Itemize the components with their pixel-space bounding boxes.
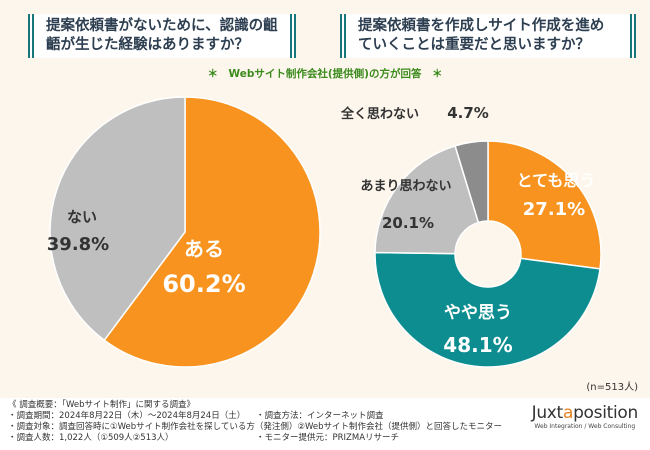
slice-label: あまり思わない — [360, 179, 451, 194]
slice-value: 39.8% — [47, 234, 109, 255]
survey-footer: 《 調査概要：「Webサイト制作」に関する調査》 ・調査期間：2024年8月22… — [0, 398, 650, 450]
footer-provider: ・モニター提供元：PRIZMAリサーチ — [256, 433, 400, 443]
slice-label: ある — [184, 237, 224, 261]
respondent-note: ＊ Webサイト制作会社(提供側)の方が回答 ＊ — [207, 68, 443, 80]
footer-count: ・調査人数：1,022人（①509人②513人） — [8, 433, 174, 443]
slice-label: やや思う — [444, 303, 512, 323]
pie-slice-1-1 — [374, 251, 601, 368]
slice-value: 48.1% — [443, 333, 512, 357]
pie-slice-0-0 — [103, 96, 321, 368]
slice-label: 全く思わない — [340, 106, 419, 122]
company-logo: Juxtaposition Web Integration / Web Cons… — [531, 403, 639, 430]
slice-value: 27.1% — [523, 199, 585, 220]
pie-slice-1-2 — [374, 144, 480, 255]
sample-size: (n=513人) — [586, 382, 638, 393]
slice-value: 60.2% — [162, 270, 245, 298]
slice-value: 20.1% — [382, 214, 434, 232]
pie-slice-0-1 — [49, 96, 186, 342]
footer-method: ・調査方法：インターネット調査 — [256, 411, 384, 421]
slice-label: とても思う — [517, 171, 596, 190]
footer-period: ・調査期間：2024年8月22日（木）～2024年8月24日（土） — [8, 411, 246, 421]
footer-target: ・調査対象：調査回答時に①Webサイト制作会社を探している方（発注側）②Webサ… — [8, 422, 503, 432]
footer-title: 《 調査概要：「Webサイト制作」に関する調査》 — [8, 400, 195, 410]
slice-value: 4.7% — [447, 104, 489, 122]
pie-slice-1-0 — [487, 140, 602, 270]
question-right: 提案依頼書を作成しサイト作成を進めていくことは重要だと思いますか？ — [340, 14, 636, 58]
question-left: 提案依頼書がないために、認識の齟齬が生じた経験はありますか？ — [28, 14, 296, 58]
pie-slice-1-3 — [454, 140, 489, 224]
pie-charts: ある 60.2% ない 39.8% とても思う 27.1% やや思う 48.1% あまり思わない… — [47, 96, 602, 368]
slice-label: ない — [67, 208, 97, 226]
